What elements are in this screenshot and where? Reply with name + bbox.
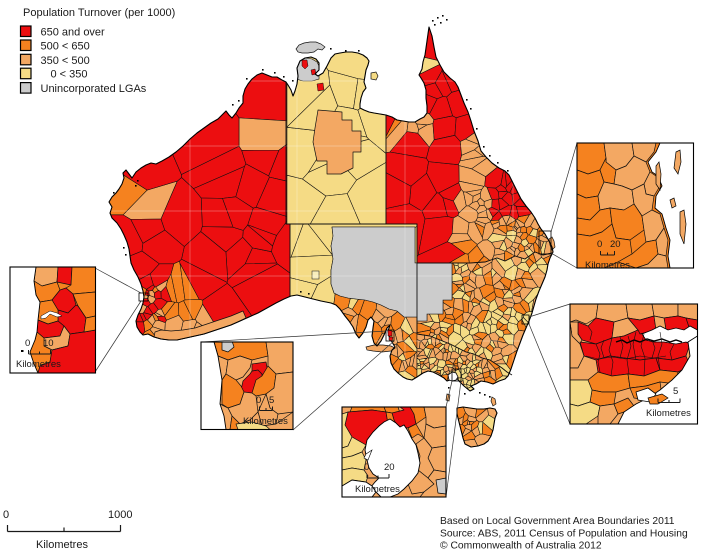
- svg-text:650 and over: 650 and over: [41, 27, 106, 39]
- svg-text:500 < 650: 500 < 650: [41, 41, 90, 53]
- svg-text:1000: 1000: [108, 509, 132, 521]
- svg-text:© Commonwealth of Australia 20: © Commonwealth of Australia 2012: [440, 541, 602, 552]
- svg-text:Kilometres: Kilometres: [36, 539, 88, 551]
- svg-text:Source: ABS, 2011 Census of Po: Source: ABS, 2011 Census of Population a…: [440, 528, 688, 539]
- svg-text:350 < 500: 350 < 500: [41, 55, 90, 67]
- svg-text:Unincorporated LGAs: Unincorporated LGAs: [41, 83, 147, 95]
- svg-text:20: 20: [610, 239, 621, 250]
- svg-text:0: 0: [597, 239, 602, 250]
- svg-text:Kilometres: Kilometres: [585, 260, 630, 271]
- svg-text:Kilometres: Kilometres: [243, 416, 288, 427]
- svg-text:10: 10: [43, 338, 54, 349]
- svg-text:0: 0: [25, 338, 30, 349]
- svg-text:20: 20: [384, 462, 395, 473]
- svg-text:5: 5: [269, 395, 274, 406]
- svg-text:Population Turnover (per 1000): Population Turnover (per 1000): [23, 7, 175, 19]
- svg-text:Kilometres: Kilometres: [646, 408, 691, 419]
- svg-text:Kilometres: Kilometres: [16, 359, 61, 370]
- svg-text:0: 0: [364, 462, 369, 473]
- svg-text:0 < 350: 0 < 350: [51, 69, 88, 81]
- svg-text:Based on Local Government Area: Based on Local Government Area Boundarie…: [440, 516, 675, 527]
- svg-text:0: 0: [3, 509, 9, 521]
- svg-text:0: 0: [256, 395, 261, 406]
- svg-text:5: 5: [673, 386, 678, 397]
- svg-text:Kilometres: Kilometres: [355, 484, 400, 495]
